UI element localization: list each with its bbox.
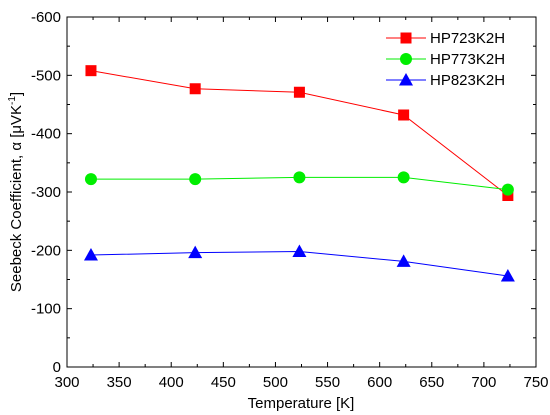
data-point-hp823k2h	[500, 269, 515, 282]
legend-marker-hp773k2h	[400, 53, 412, 65]
data-point-hp723k2h	[189, 83, 201, 95]
y-axis-title-main: Seebeck Coefficient, α [μVK	[8, 105, 25, 292]
y-tick-label: -400	[31, 126, 61, 143]
x-axis-title: Temperature [K]	[248, 395, 355, 412]
y-axis-title-close: ]	[8, 92, 25, 96]
legend-label-hp723k2h: HP723K2H	[430, 30, 505, 47]
data-point-hp773k2h	[293, 171, 306, 184]
y-tick-label: -500	[31, 67, 61, 84]
legend: HP723K2H HP773K2H HP823K2H	[386, 30, 505, 89]
y-axis-title: Seebeck Coefficient, α [μVK-1]	[7, 92, 25, 292]
legend-item-hp723k2h: HP723K2H	[386, 30, 505, 47]
data-point-hp723k2h	[293, 86, 305, 98]
y-axis: 0 -100 -200 -300 -400 -500 -600	[31, 9, 536, 376]
y-axis-title-superscript: -1	[7, 96, 18, 105]
legend-label-hp773k2h: HP773K2H	[430, 51, 505, 68]
x-tick-label: 600	[367, 374, 392, 391]
data-point-hp823k2h	[83, 248, 98, 261]
data-point-hp773k2h	[189, 173, 202, 186]
series-hp773k2h	[84, 171, 514, 196]
y-tick-label: -600	[31, 9, 61, 26]
legend-marker-hp823k2h	[399, 73, 413, 86]
x-tick-label: 450	[211, 374, 236, 391]
data-point-hp723k2h	[398, 109, 410, 121]
y-tick-label: 0	[53, 359, 61, 376]
legend-label-hp823k2h: HP823K2H	[430, 72, 505, 89]
x-tick-label: 300	[54, 374, 79, 391]
data-point-hp723k2h	[85, 65, 97, 77]
series-hp823k2h	[83, 244, 515, 282]
x-tick-label: 700	[471, 374, 496, 391]
x-tick-label: 350	[107, 374, 132, 391]
data-point-hp773k2h	[84, 173, 97, 186]
legend-item-hp823k2h: HP823K2H	[386, 72, 505, 89]
legend-marker-hp723k2h	[400, 32, 412, 44]
plot-frame	[66, 16, 537, 368]
x-axis: 300 350 400 450 500 550 600 650 700 750	[54, 17, 549, 391]
y-tick-label: -100	[31, 301, 61, 318]
data-point-hp773k2h	[501, 183, 514, 196]
y-tick-label: -200	[31, 242, 61, 259]
x-tick-label: 650	[419, 374, 444, 391]
x-tick-label: 400	[159, 374, 184, 391]
x-tick-label: 500	[263, 374, 288, 391]
y-tick-label: -300	[31, 184, 61, 201]
x-tick-label: 550	[315, 374, 340, 391]
x-tick-label: 750	[523, 374, 548, 391]
data-point-hp823k2h	[188, 245, 203, 259]
legend-item-hp773k2h: HP773K2H	[386, 51, 505, 68]
series-layer	[83, 65, 515, 282]
data-point-hp823k2h	[292, 244, 307, 257]
data-point-hp823k2h	[396, 254, 411, 267]
data-point-hp773k2h	[397, 171, 410, 184]
